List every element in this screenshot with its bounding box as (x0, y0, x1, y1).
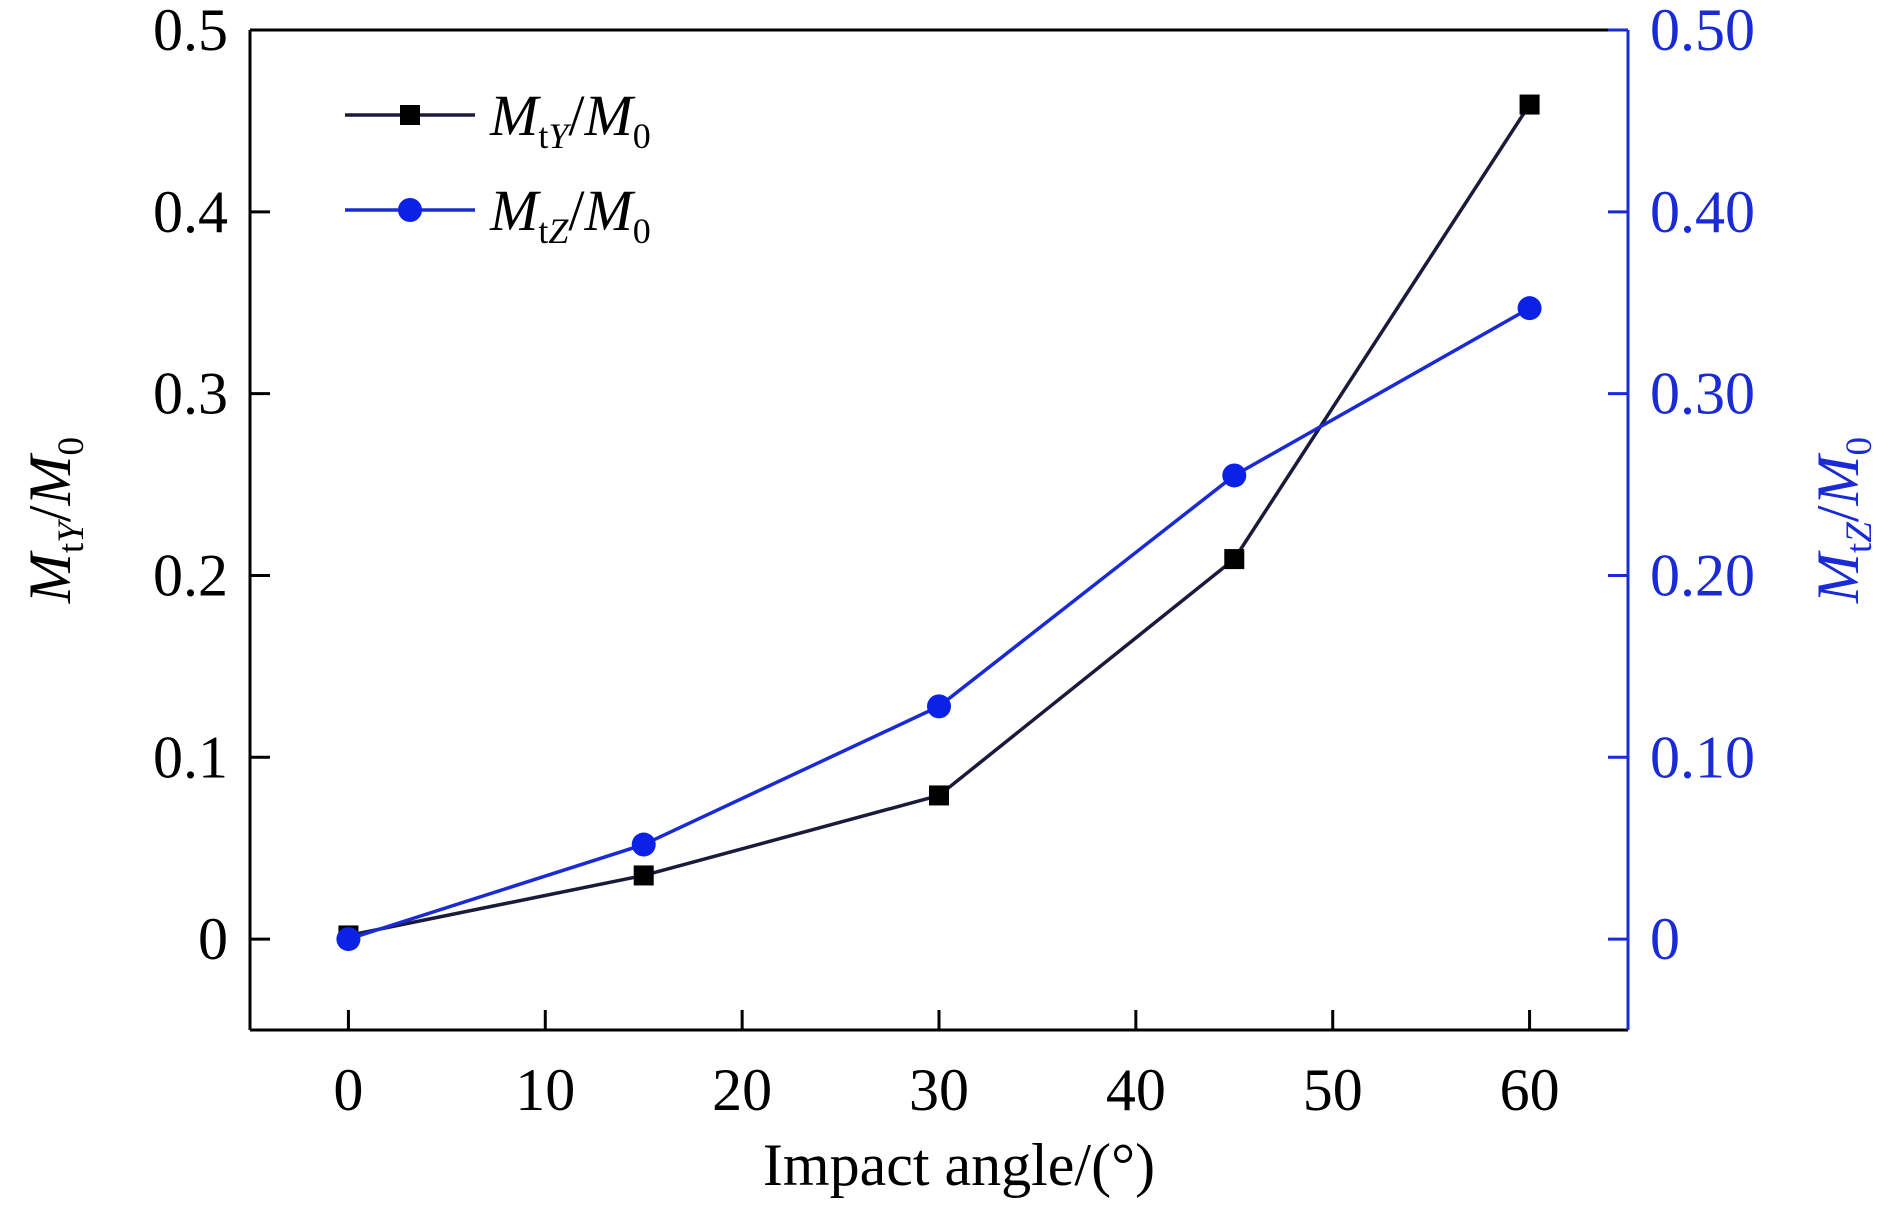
series-1-point (929, 785, 949, 806)
left-y-tick-label: 0 (198, 906, 228, 972)
left-y-tick-label: 0.2 (153, 542, 228, 608)
x-tick-label: 40 (1106, 1057, 1166, 1123)
legend-marker-1 (400, 105, 420, 125)
left-y-tick-label: 0.3 (153, 361, 228, 427)
left-y-tick-label: 0.4 (153, 179, 228, 245)
right-y-axis-title-group: MtZ/M0 (1805, 437, 1880, 604)
series-line-2 (347, 306, 1531, 941)
x-tick-label: 60 (1500, 1057, 1560, 1123)
right-y-axis-title: MtZ/M0 (1805, 437, 1880, 604)
left-y-axis-title-group: MtY/M0 (17, 437, 92, 604)
legend: MtY/M0 MtZ/M0 (345, 83, 651, 251)
x-axis-title: Impact angle/(°) (763, 1132, 1155, 1198)
x-tick-label: 0 (333, 1057, 363, 1123)
legend-label-2: MtZ/M0 (489, 178, 651, 251)
series-2-point (1517, 296, 1542, 321)
series-2-point (631, 832, 656, 857)
series-1-point (1224, 549, 1245, 570)
right-y-tick-label: 0.40 (1650, 179, 1755, 245)
x-tick-label: 50 (1303, 1057, 1363, 1123)
legend-label-1: MtY/M0 (489, 83, 651, 156)
x-tick-label: 10 (515, 1057, 575, 1123)
series-2-point (336, 927, 361, 952)
series-layer (336, 94, 1542, 952)
series-1-point (1519, 94, 1540, 115)
series-2-point (1222, 463, 1247, 488)
right-y-tick-label: 0.20 (1650, 542, 1755, 608)
series-1-point (633, 865, 654, 886)
right-y-tick-label: 0 (1650, 906, 1680, 972)
right-y-tick-label: 0.50 (1650, 0, 1755, 63)
x-tick-label: 20 (712, 1057, 772, 1123)
left-y-tick-label: 0.1 (153, 724, 228, 790)
left-y-tick-label: 0.5 (153, 0, 228, 63)
series-2-point (927, 694, 951, 719)
right-y-tick-label: 0.30 (1650, 361, 1755, 427)
right-y-tick-label: 0.10 (1650, 724, 1755, 790)
axes: 0 10 20 30 40 50 6000.10.20.30.40.500.100.200.… (17, 0, 1880, 1198)
legend-marker-2 (398, 198, 422, 222)
x-tick-label: 30 (909, 1057, 969, 1123)
left-y-axis-title: MtY/M0 (17, 437, 92, 604)
